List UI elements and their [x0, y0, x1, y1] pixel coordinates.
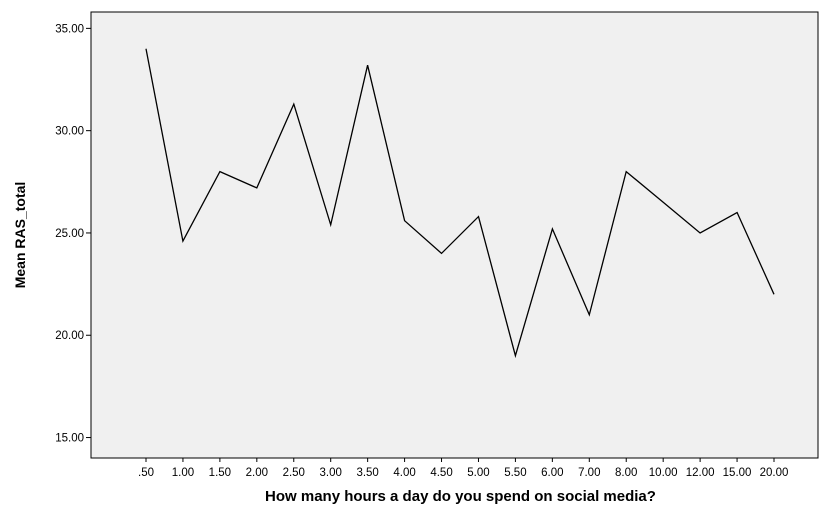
y-tick-label: 30.00	[55, 126, 84, 138]
x-axis: .50 1.00 1.50 2.00 2.50 3.00 3.50 4.00 4.50 5.00 5…	[138, 458, 788, 479]
x-tick-label: 4.50	[430, 467, 452, 479]
data-point	[588, 314, 590, 316]
x-tick-label: 15.00	[723, 467, 752, 479]
y-tick-label: 25.00	[55, 228, 84, 240]
x-axis-title: How many hours a day do you spend on soc…	[265, 488, 656, 505]
x-tick-label: 3.00	[320, 467, 342, 479]
x-tick-label: 2.50	[283, 467, 305, 479]
data-point	[330, 224, 332, 226]
y-tick-label: 20.00	[55, 330, 84, 342]
x-tick-label: 5.00	[467, 467, 489, 479]
data-point	[440, 252, 442, 254]
y-axis-title: Mean RAS_total	[12, 182, 28, 289]
x-tick-label: 12.00	[686, 467, 715, 479]
data-point	[293, 103, 295, 105]
y-tick-label: 15.00	[55, 433, 84, 445]
series-group	[145, 48, 775, 359]
y-axis: 15.00 20.00 25.00 30.00 35.00	[55, 23, 91, 445]
x-tick-label: .50	[138, 467, 154, 479]
data-point	[662, 201, 664, 203]
series-line	[145, 48, 775, 359]
x-tick-label: 5.50	[504, 467, 526, 479]
data-point	[145, 48, 147, 50]
plot-area	[90, 11, 819, 459]
x-tick-label: 20.00	[760, 467, 789, 479]
y-tick-label: 35.00	[55, 23, 84, 35]
data-point	[736, 211, 738, 213]
data-point	[403, 219, 405, 221]
x-tick-label: 2.00	[246, 467, 268, 479]
x-tick-label: 7.00	[578, 467, 600, 479]
data-point	[625, 170, 627, 172]
x-tick-label: 8.00	[615, 467, 637, 479]
x-tick-label: 10.00	[649, 467, 678, 479]
data-point	[182, 240, 184, 242]
data-point	[551, 228, 553, 230]
data-point	[477, 215, 479, 217]
x-tick-label: 1.50	[209, 467, 231, 479]
data-point	[219, 170, 221, 172]
data-point	[366, 64, 368, 66]
x-tick-label: 4.00	[393, 467, 415, 479]
data-point	[514, 355, 516, 357]
data-point	[699, 232, 701, 234]
x-tick-label: 3.50	[356, 467, 378, 479]
x-tick-label: 1.00	[172, 467, 194, 479]
x-tick-label: 6.00	[541, 467, 563, 479]
data-point	[256, 187, 258, 189]
data-point	[773, 293, 775, 295]
